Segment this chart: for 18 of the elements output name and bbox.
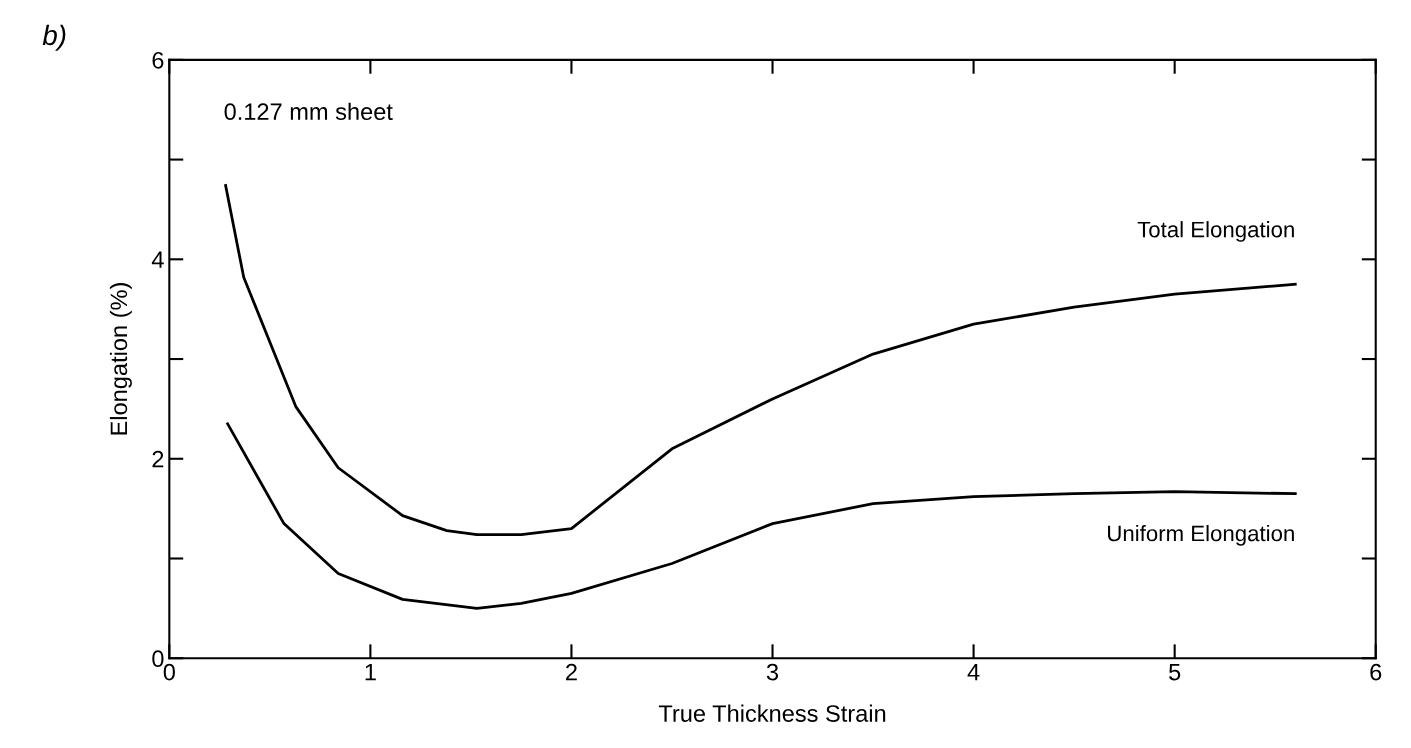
x-tick-label: 2	[566, 663, 577, 681]
x-tick-label: 5	[1169, 663, 1181, 681]
series-label: Uniform Elongation	[1108, 524, 1294, 546]
y-tick-label: 0	[152, 650, 164, 668]
y-tick-label: 4	[151, 251, 164, 268]
series-label: Total Elongation	[1137, 221, 1294, 242]
x-tick-label: 4	[967, 663, 980, 681]
y-axis-title: Elongation (%)	[109, 283, 132, 435]
annotation: 0.127 mm sheet	[224, 102, 393, 121]
y-tick-label: 6	[152, 51, 164, 69]
x-tick-label: 3	[766, 663, 779, 681]
x-tick-label: 0	[163, 663, 175, 681]
x-tick-label: 6	[1370, 663, 1382, 681]
y-tick-label: 2	[152, 450, 164, 468]
text: b)	[42, 24, 66, 51]
x-axis-title: True Thickness Strain	[658, 704, 886, 722]
line-series	[226, 422, 1297, 610]
x-tick-label: 1	[365, 663, 376, 681]
